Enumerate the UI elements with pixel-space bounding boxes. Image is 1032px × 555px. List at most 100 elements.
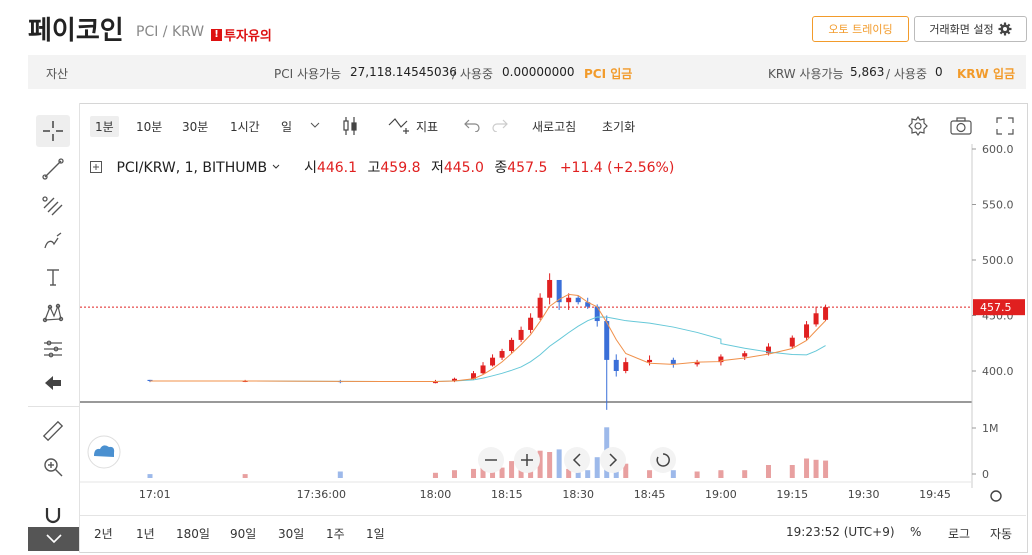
chevron-down-icon[interactable] [272, 164, 280, 170]
pci-deposit-link[interactable]: PCI 입금 [584, 67, 633, 81]
price-tick-label: 550.0 [982, 199, 1014, 212]
time-tick-label: 18:45 [634, 488, 666, 501]
pci-in-use-label: / 사용중 [452, 67, 493, 81]
zoom-in-icon[interactable] [36, 451, 70, 483]
log-toggle[interactable]: 로그 [948, 527, 971, 541]
expand-toolbar-button[interactable] [28, 527, 79, 551]
range-1w[interactable]: 1주 [326, 527, 345, 541]
low-label: 저 [430, 160, 444, 176]
candle-body [765, 346, 771, 354]
crosshair-icon[interactable] [36, 115, 70, 147]
text-tool-icon[interactable] [36, 261, 70, 293]
candle-body [547, 279, 553, 298]
chart-settings-gear-icon[interactable] [908, 116, 928, 136]
candle-body [623, 362, 629, 371]
ruler-icon[interactable] [36, 415, 70, 447]
range-90d[interactable]: 90일 [230, 527, 257, 541]
candle-body [789, 337, 795, 347]
volume-bar [823, 460, 829, 478]
asset-summary-bar: 자산 PCI 사용가능 27,118.14545036 / 사용중 0.0000… [28, 55, 1026, 89]
percent-toggle[interactable]: % [910, 525, 922, 539]
candle-body [613, 359, 619, 371]
auto-toggle[interactable]: 자동 [990, 527, 1013, 541]
fib-tool-icon[interactable] [36, 189, 70, 221]
open-value: 446.1 [316, 160, 358, 176]
candle-body [528, 317, 534, 330]
candle-body [537, 297, 543, 318]
volume-bar [623, 463, 629, 478]
volume-bar [480, 465, 486, 478]
axis-settings-gear-icon[interactable] [990, 490, 1002, 502]
range-1d[interactable]: 1일 [366, 527, 385, 541]
camera-icon[interactable] [950, 117, 972, 135]
timeframe-30m[interactable]: 30분 [182, 120, 209, 134]
volume-bar [471, 468, 477, 478]
volume-bar [451, 470, 457, 478]
price-tick-label: 400.0 [982, 365, 1014, 378]
open-label: 시 [304, 160, 317, 176]
candle-body [518, 329, 524, 340]
volume-bar [242, 474, 248, 478]
screen-setting-button[interactable]: 거래화면 설정 [914, 16, 1027, 42]
time-tick-label: 19:30 [848, 488, 880, 501]
trend-line-icon[interactable] [36, 153, 70, 185]
range-1y[interactable]: 1년 [136, 527, 155, 541]
refresh-button[interactable]: 새로고침 [532, 120, 577, 134]
candle-body [585, 302, 591, 307]
range-180d[interactable]: 180일 [176, 527, 210, 541]
chart-legend: PCI/KRW, 1, BITHUMB 시446.1 고459.8 저445.0… [90, 157, 674, 177]
chevron-right-icon [609, 453, 618, 467]
volume-bar [694, 471, 700, 478]
brush-icon[interactable] [36, 225, 70, 257]
legend-symbol[interactable]: PCI/KRW, 1, BITHUMB [116, 160, 268, 176]
indicator-icon[interactable] [388, 116, 412, 134]
measure-tool-icon[interactable] [36, 333, 70, 365]
indicator-label[interactable]: 지표 [416, 120, 439, 134]
volume-bar [556, 449, 562, 478]
timeframe-1h[interactable]: 1시간 [230, 120, 260, 134]
timeframe-10m[interactable]: 10분 [136, 120, 163, 134]
fullscreen-icon[interactable] [996, 117, 1014, 135]
reset-view-button[interactable] [650, 447, 676, 473]
change-value: +11.4 (+2.56%) [559, 160, 675, 176]
volume-bar [670, 470, 676, 478]
chevron-left-button[interactable] [564, 447, 590, 473]
reset-button[interactable]: 초기화 [602, 120, 636, 134]
volume-tick-label: 0 [982, 468, 989, 481]
candle-type-icon[interactable] [342, 116, 358, 136]
candle-body [490, 357, 496, 366]
page-header: 페이코인 PCI / KRW ! 투자유의 오토 트레이딩 거래화면 설정 [0, 0, 1032, 52]
pattern-tool-icon[interactable] [36, 297, 70, 329]
time-tick-label: 19:00 [705, 488, 737, 501]
time-tick-label: 18:00 [420, 488, 452, 501]
undo-icon[interactable] [464, 118, 480, 132]
chevron-down-icon[interactable] [310, 122, 320, 129]
timeframe-day[interactable]: 일 [281, 120, 293, 134]
range-2y[interactable]: 2년 [94, 527, 113, 541]
pci-in-use-value: 0.00000000 [502, 65, 575, 79]
krw-deposit-link[interactable]: KRW 입금 [957, 67, 1016, 81]
reset-view-icon [656, 453, 670, 467]
magnet-icon[interactable] [36, 499, 70, 531]
drawing-toolbar [28, 103, 80, 553]
timeframe-1m[interactable]: 1분 [90, 116, 119, 137]
chevron-right-button[interactable] [600, 447, 626, 473]
investment-warning[interactable]: ! 투자유의 [211, 25, 272, 44]
candle-body [471, 373, 477, 379]
collapse-legend-icon[interactable] [90, 161, 102, 173]
range-30d[interactable]: 30일 [278, 527, 305, 541]
toolbar-divider [28, 406, 79, 407]
auto-trading-button[interactable]: 오토 트레이딩 [812, 16, 909, 42]
candle-body [604, 321, 610, 360]
candle-body [147, 379, 153, 381]
back-arrow-icon[interactable] [36, 367, 70, 399]
redo-icon[interactable] [492, 118, 508, 132]
volume-bar [337, 471, 343, 478]
high-value: 459.8 [380, 160, 421, 176]
krw-in-use-label: / 사용중 [886, 67, 927, 81]
candle-body [594, 306, 600, 322]
candle-body [480, 365, 486, 374]
volume-bar [509, 461, 515, 478]
trading-pair: PCI / KRW [136, 24, 205, 40]
